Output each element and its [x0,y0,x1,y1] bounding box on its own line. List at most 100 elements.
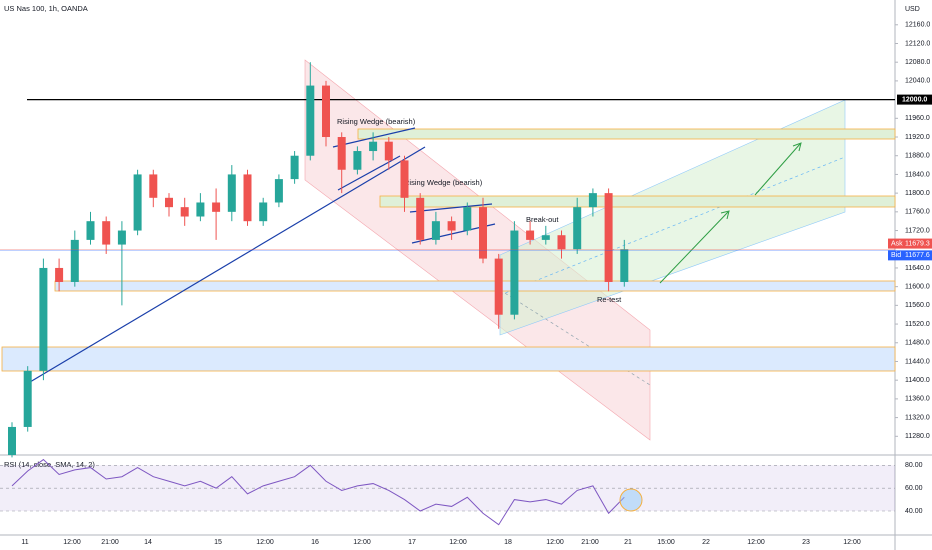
candle-body [227,174,236,212]
x-tick-label: 21 [624,539,632,546]
chart-title: US Nas 100, 1h, OANDA [4,4,88,13]
rsi-tick-label: 60.00 [905,485,923,492]
candle-body [243,174,252,222]
candles [8,62,629,458]
x-tick-label: 12:00 [256,539,274,546]
candle-body [133,174,142,231]
rsi-tick-label: 40.00 [905,508,923,515]
ask-value: 11679.3 [905,240,930,247]
y-tick-label: 12080.0 [905,59,930,66]
price-level-label: 12000.0 [902,96,927,103]
bid-value: 11677.6 [905,252,930,259]
y-tick-label: 11640.0 [905,265,930,272]
trend-line [29,146,426,383]
y-tick-label: 12040.0 [905,78,930,85]
candle-body [39,267,48,371]
y-tick-label: 11840.0 [905,171,930,178]
ask-name: Ask [891,240,903,247]
bid-name: Bid [891,252,901,259]
y-tick-label: 11440.0 [905,358,930,365]
annotation: Re-test [597,295,622,304]
x-tick-label: 21:00 [101,539,119,546]
candle-body [588,193,597,208]
candle-body [479,207,487,259]
x-tick-label: 14 [144,539,152,546]
bid-tag [888,250,932,261]
ask-tag [888,238,932,249]
x-tick-label: 21:00 [581,539,599,546]
x-tick-label: 12:00 [449,539,467,546]
candle-body [212,202,221,212]
y-tick-label: 11360.0 [905,396,930,403]
candle-body [55,267,64,282]
candle-body [353,151,362,170]
y-tick-label: 11320.0 [905,414,930,421]
y-tick-label: 12120.0 [905,40,930,47]
y-tick-label: 12160.0 [905,22,930,29]
x-tick-label: 12:00 [63,539,81,546]
candle-body [196,202,205,217]
resistance-zone [357,128,896,140]
highlight [619,488,643,512]
support-zone [1,346,896,372]
y-tick-label: 11400.0 [905,377,930,384]
candle-body [463,207,472,231]
y-tick-label: 11600.0 [905,283,930,290]
annotation: Rising Wedge (bearish) [404,178,483,187]
candle-body [86,221,95,240]
y-tick-label: 11520.0 [905,321,930,328]
candle-body [149,174,158,198]
y-tick-label: 11720.0 [905,227,930,234]
y-tick-label: 11880.0 [905,153,930,160]
candle-body [8,426,16,455]
x-tick-label: 17 [408,539,416,546]
x-tick-label: 16 [311,539,319,546]
y-tick-label: 11760.0 [905,209,930,216]
rsi-label: RSI (14, close, SMA, 14, 2) [4,460,95,469]
x-tick-label: 12:00 [546,539,564,546]
candle-body [306,85,315,156]
y-tick-label: 11920.0 [905,134,930,141]
candle-body [117,230,126,245]
resistance-zone [379,195,896,208]
candle-body [23,370,32,427]
rsi-tick-label: 80.00 [905,462,923,469]
candle-body [322,85,330,138]
x-tick-label: 23 [802,539,810,546]
x-tick-label: 18 [504,539,512,546]
candle-body [384,141,393,161]
arrow [754,143,801,196]
y-tick-label: 11960.0 [905,115,930,122]
x-tick-label: 11 [21,539,28,546]
x-tick-label: 12:00 [747,539,765,546]
candle-body [557,235,566,250]
y-tick-label: 11800.0 [905,190,930,197]
x-tick-label: 12:00 [843,539,861,546]
annotation: Break-out [526,215,559,224]
candle-body [102,221,111,245]
y-tick-label: 11480.0 [905,340,930,347]
rsi-line [11,458,625,526]
support-zone [54,280,896,292]
candle-body [573,207,582,250]
candle-body [369,141,378,152]
axis-unit: USD [905,6,920,13]
x-tick-label: 15 [214,539,222,546]
candle-body [290,155,299,180]
wedge-line [337,155,401,191]
candle-body [431,221,440,240]
y-tick-label: 11280.0 [905,433,930,440]
candle-body [494,258,503,315]
price-level-tag [897,94,932,105]
candle-body [620,249,629,282]
candle-body [70,239,79,282]
arrow-head [720,210,730,220]
y-tick-label: 11560.0 [905,302,930,309]
x-tick-label: 22 [702,539,710,546]
x-tick-label: 12:00 [353,539,371,546]
wedge-line [332,127,416,148]
candle-body [447,221,456,231]
candle-body [337,137,346,170]
candle-body [416,197,425,240]
